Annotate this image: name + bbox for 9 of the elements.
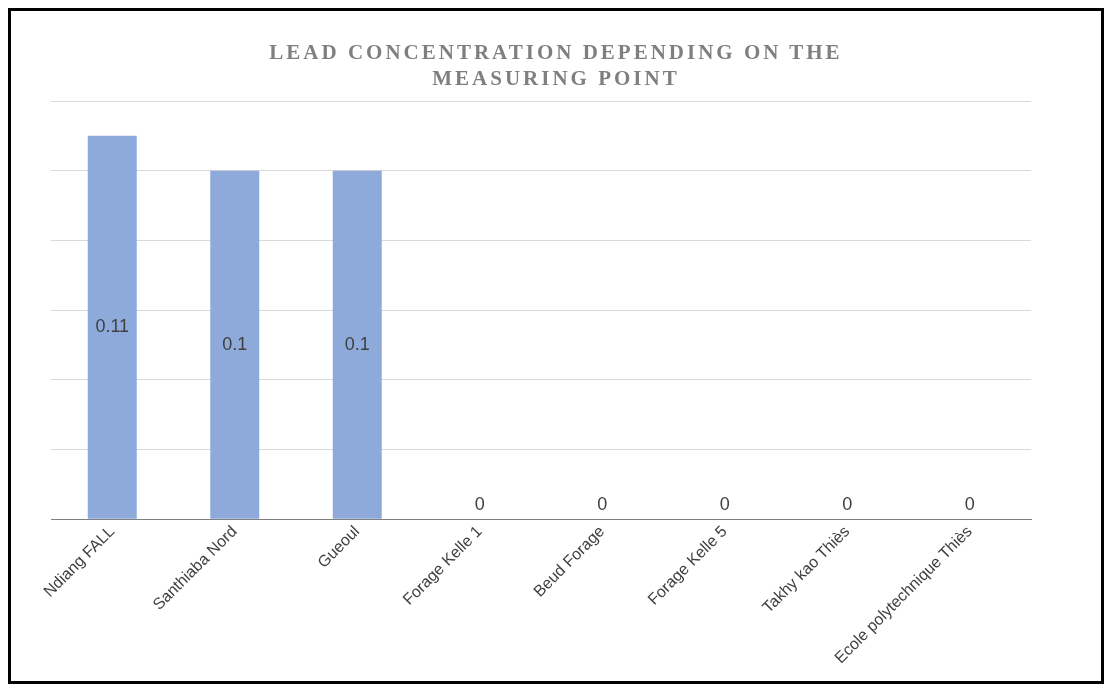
data-label: 0 bbox=[719, 494, 730, 515]
data-label: 0.1 bbox=[222, 333, 248, 354]
data-label: 0.11 bbox=[95, 316, 130, 337]
chart-title: LEAD CONCENTRATION DEPENDING ON THE MEASURING POINT bbox=[268, 39, 844, 91]
data-label: 0 bbox=[474, 494, 485, 515]
data-label: 0.1 bbox=[344, 333, 370, 354]
data-label: 0 bbox=[842, 494, 853, 515]
data-label: 0 bbox=[597, 494, 608, 515]
data-label: 0 bbox=[964, 494, 975, 515]
